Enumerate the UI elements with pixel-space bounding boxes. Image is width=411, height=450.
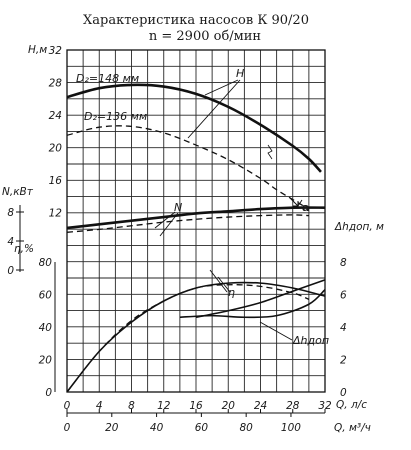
q-ls-tick-label: 4 [96, 400, 103, 412]
dh-tick-label: 0 [340, 387, 347, 399]
arrow-a [289, 197, 299, 207]
dh-axis-title: Δhдоп, м [334, 221, 384, 233]
eta-tick-label: 40 [39, 322, 53, 334]
q-ls-tick-label: 28 [286, 400, 300, 412]
n-tick-label: 0 [7, 265, 14, 277]
q-ls-tick-label: 0 [64, 400, 71, 412]
q-ls-tick-label: 16 [189, 400, 203, 412]
n-axis-title: N,кВт [2, 186, 34, 198]
h-tick-label: 20 [49, 143, 63, 155]
plot-frame [66, 49, 326, 393]
q-m3h-axis-title: Q, м³/ч [334, 422, 371, 434]
series-7-curve [195, 279, 326, 319]
q-ls-tick-label: 8 [128, 400, 135, 412]
dh-tick-label: 6 [340, 290, 347, 302]
h-tick-label: 16 [49, 175, 63, 187]
eta-tick-label: 0 [45, 387, 52, 399]
eta-tick-label: 60 [39, 290, 53, 302]
curves-layer [66, 83, 326, 393]
dh-tick-label: 8 [340, 257, 347, 269]
grid-lines [67, 50, 325, 392]
eta-axis-title: η,% [14, 243, 34, 255]
series-6-curve [179, 289, 326, 319]
h-tick-label: 28 [49, 78, 63, 90]
eta-tick-label: 20 [39, 355, 53, 367]
q-m3h-tick-label: 20 [105, 422, 119, 434]
n-tick-label: 8 [7, 207, 14, 219]
label-a: а [302, 201, 309, 214]
series-0-curve [66, 83, 322, 173]
q-m3h-tick-label: 80 [239, 422, 253, 434]
series-5-curve [66, 284, 310, 393]
dh-tick-label: 4 [340, 322, 347, 334]
q-ls-tick-label: 20 [222, 400, 236, 412]
q-m3h-tick-label: 0 [64, 422, 71, 434]
dh-tick-label: 2 [340, 355, 347, 367]
series-1-curve [66, 125, 310, 210]
q-ls-tick-label: 32 [318, 400, 332, 412]
label-d2-136: D₂=136 мм [84, 110, 147, 123]
h-tick-label: 32 [49, 45, 63, 57]
label-dh: Δhдоп [292, 334, 329, 347]
label-d2-148: D₂=148 мм [76, 72, 139, 85]
eta-tick-label: 80 [39, 257, 53, 269]
chart-title: Характеристика насосов К 90/20 [83, 13, 309, 28]
series-3-curve [66, 214, 309, 233]
q-m3h-tick-label: 100 [281, 422, 301, 434]
h-tick-label: 12 [49, 208, 63, 220]
label-eta: η [228, 286, 235, 299]
h-axis-title: H,м [28, 44, 47, 56]
q-ls-axis-title: Q, л/с [336, 399, 367, 411]
label-n: N [174, 201, 182, 214]
n-tick-label: 4 [7, 236, 14, 248]
chart-subtitle: n = 2900 об/мин [149, 29, 261, 44]
q-m3h-tick-label: 60 [195, 422, 209, 434]
q-ls-tick-label: 12 [157, 400, 171, 412]
q-m3h-tick-label: 40 [150, 422, 164, 434]
q-ls-tick-label: 24 [254, 400, 267, 412]
h-tick-label: 24 [49, 110, 62, 122]
label-h: H [236, 67, 244, 80]
series-2-curve [66, 206, 326, 230]
leader-lines [154, 79, 303, 341]
